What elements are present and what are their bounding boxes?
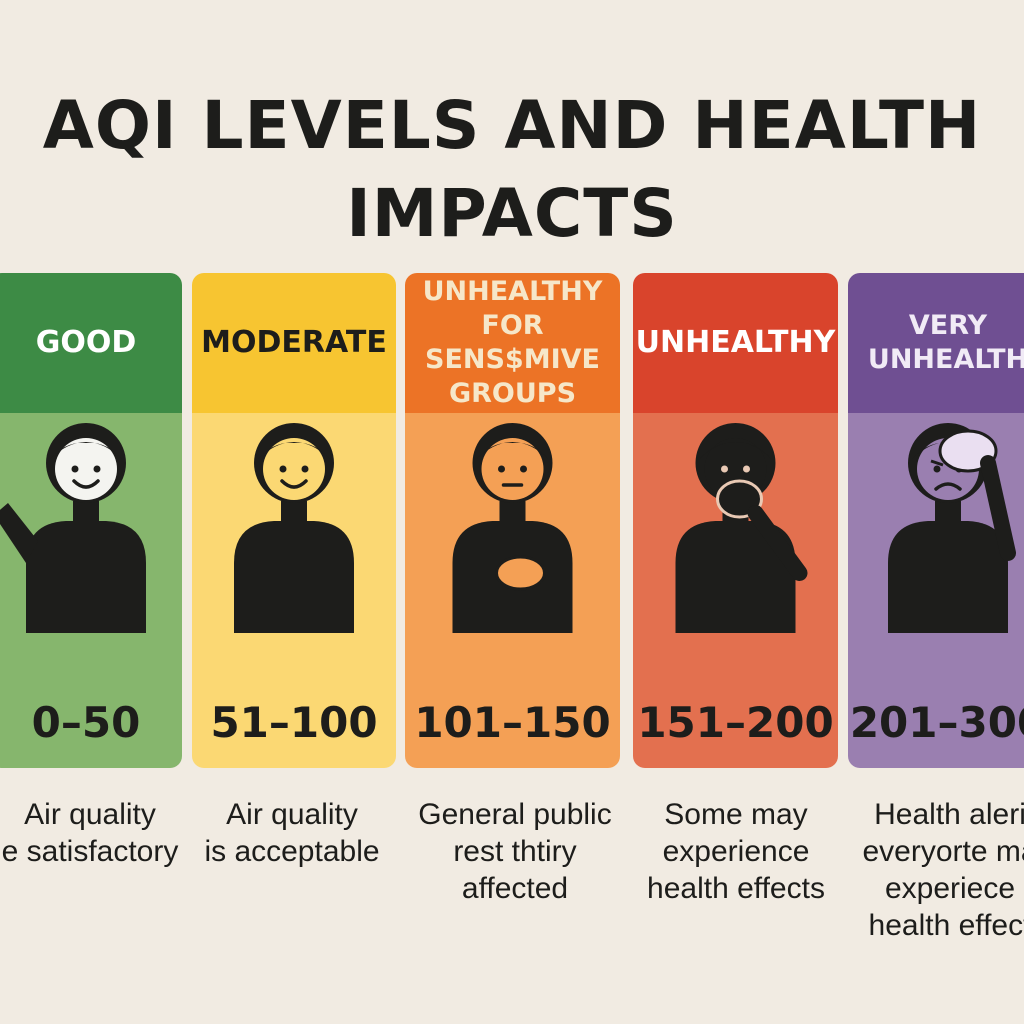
aqi-range: 51–100 bbox=[210, 698, 378, 747]
person-figure-icon bbox=[888, 423, 1016, 633]
aqi-category-label-line: UNHEALTHY bbox=[422, 276, 603, 307]
person-illustration bbox=[675, 423, 808, 633]
person-figure-icon bbox=[234, 423, 354, 633]
aqi-range: 101–150 bbox=[414, 698, 611, 747]
aqi-health-description: General public rest thtiry affected bbox=[400, 796, 630, 907]
aqi-health-description-line: everyorte ma bbox=[862, 835, 1024, 868]
aqi-card: MODERATE 51–100 bbox=[192, 273, 396, 768]
aqi-health-description: Air quality e satisfactory bbox=[0, 796, 205, 870]
aqi-category-label: VERY UNHEALTH bbox=[848, 273, 1024, 413]
aqi-health-description-line: Some may bbox=[664, 798, 808, 831]
aqi-category-label-line: GOOD bbox=[35, 325, 137, 360]
aqi-health-description-line: health effect bbox=[868, 909, 1024, 942]
person-figure-icon bbox=[452, 423, 573, 633]
person-illustration bbox=[452, 423, 573, 633]
aqi-category-label: GOOD bbox=[0, 273, 182, 413]
aqi-health-description-line: affected bbox=[461, 872, 569, 905]
aqi-health-description: Air quality is acceptable bbox=[177, 796, 407, 870]
aqi-health-description: Health aleri everyorte ma experiece health … bbox=[835, 796, 1024, 944]
title-line-1: AQI LEVELS AND HEALTH bbox=[42, 87, 982, 164]
person-figure-icon bbox=[0, 423, 146, 633]
person-illustration bbox=[234, 423, 354, 633]
person-illustration bbox=[0, 423, 146, 633]
aqi-health-description: Some may experience health effects bbox=[621, 796, 851, 907]
aqi-category-label-line: UNHEALTHY bbox=[635, 325, 836, 360]
aqi-range: 0–50 bbox=[31, 698, 141, 747]
aqi-health-description-line: experience bbox=[662, 835, 810, 868]
aqi-card: UNHEALTHY 151–200 bbox=[633, 273, 838, 768]
aqi-range: 151–200 bbox=[637, 698, 834, 747]
aqi-health-description-line: experiece bbox=[884, 872, 1016, 905]
aqi-category-label-line: MODERATE bbox=[201, 325, 387, 360]
page-title: AQI LEVELS AND HEALTH IMPACTS bbox=[0, 82, 1024, 258]
aqi-category-label-line: UNHEALTH bbox=[867, 344, 1024, 375]
aqi-health-description-line: General public bbox=[418, 798, 612, 831]
title-line-2: IMPACTS bbox=[346, 175, 678, 252]
aqi-health-description-line: health effects bbox=[647, 872, 825, 905]
aqi-category-label-line: FOR SENS$MIVE bbox=[425, 310, 600, 375]
aqi-category-label-line: VERY bbox=[908, 310, 988, 341]
person-illustration bbox=[888, 423, 1016, 633]
aqi-health-description-line: Air quality bbox=[24, 798, 156, 831]
aqi-category-label: UNHEALTHY FOR SENS$MIVE GROUPS bbox=[405, 273, 620, 413]
aqi-health-description-line: is acceptable bbox=[204, 835, 380, 868]
aqi-category-label: MODERATE bbox=[192, 273, 396, 413]
aqi-health-description-line: Health aleri bbox=[874, 798, 1024, 831]
aqi-category-label: UNHEALTHY bbox=[633, 273, 838, 413]
aqi-health-description-line: e satisfactory bbox=[1, 835, 179, 868]
aqi-health-description-line: rest thtiry bbox=[453, 835, 577, 868]
aqi-category-label-line: GROUPS bbox=[448, 378, 577, 409]
aqi-health-description-line: Air quality bbox=[226, 798, 358, 831]
aqi-card: UNHEALTHY FOR SENS$MIVE GROUPS 101–150 bbox=[405, 273, 620, 768]
person-figure-icon bbox=[675, 423, 808, 633]
aqi-range: 201–300 bbox=[849, 698, 1024, 747]
aqi-card: GOOD 0–50 bbox=[0, 273, 182, 768]
